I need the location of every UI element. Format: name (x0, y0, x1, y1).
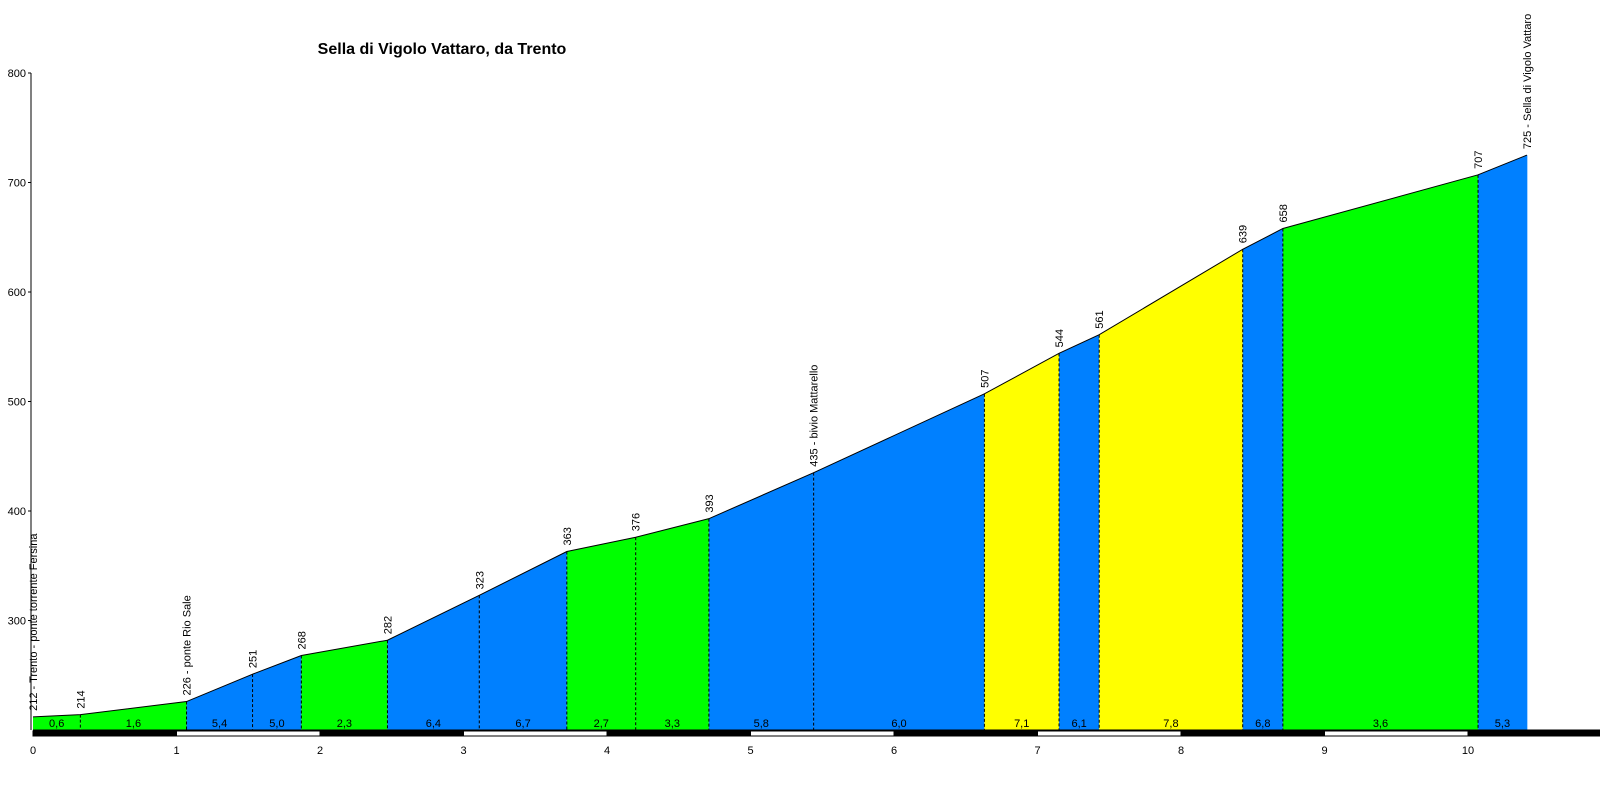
segment-area (33, 714, 81, 730)
km-scale-bar (319, 730, 464, 737)
segment-area (1478, 155, 1527, 730)
segment-area (387, 595, 480, 730)
km-scale-bar (750, 730, 895, 737)
gradient-label: 6,1 (1071, 718, 1086, 730)
point-label: 212 - Trento - ponte torrente Fersina (28, 533, 40, 711)
x-tick-labels: 0 1 2 3 4 5 6 7 8 9 10 (30, 745, 1474, 757)
segment-area (984, 353, 1060, 730)
km-scale-bar (1467, 730, 1600, 737)
gradient-label: 5,3 (1495, 718, 1510, 730)
gradient-label: 6,7 (515, 718, 530, 730)
segment-area (708, 472, 814, 730)
segment-area (1059, 334, 1100, 730)
x-tick-label: 0 (30, 745, 36, 757)
point-label: 507 (979, 369, 991, 387)
point-labels: 212 - Trento - ponte torrente Fersina 214… (28, 14, 1534, 711)
point-label: 376 (631, 513, 643, 531)
axes (28, 72, 1600, 737)
x-tick-label: 6 (891, 745, 897, 757)
km-scale-bar (893, 730, 1038, 737)
y-tick-label: 600 (8, 287, 26, 299)
point-label: 226 - ponte Rio Sale (182, 595, 194, 695)
profile-outline (32, 154, 1528, 718)
segment-area (479, 551, 567, 730)
point-label: 725 - Sella di Vigolo Vattaro (1522, 14, 1534, 149)
gradient-label: 5,8 (754, 718, 769, 730)
km-scale-bar (1180, 730, 1325, 737)
gradient-label: 2,7 (594, 718, 609, 730)
gradient-label: 2,3 (337, 718, 352, 730)
gradient-label: 7,8 (1163, 718, 1178, 730)
gradient-label: 0,6 (49, 718, 64, 730)
gradient-label: 3,6 (1373, 718, 1388, 730)
km-scale-bar (1324, 730, 1469, 737)
x-tick-label: 7 (1034, 745, 1040, 757)
segment-dividers (79, 155, 1528, 730)
segment-area (566, 537, 636, 730)
x-tick-label: 10 (1462, 745, 1474, 757)
point-label: 282 (382, 616, 394, 634)
x-tick-label: 2 (317, 745, 323, 757)
y-tick-label: 700 (8, 178, 26, 190)
profile-segments (33, 155, 1527, 731)
chart-title: Sella di Vigolo Vattaro, da Trento (318, 41, 567, 58)
segment-area (252, 655, 302, 730)
km-scale-bar (463, 730, 608, 737)
segment-area (1242, 228, 1283, 731)
point-label: 323 (474, 571, 486, 589)
gradient-labels: 0,6 1,6 5,4 5,0 2,3 6,4 6,7 2,7 3,3 5,8 6,0 7,1 6,1 7… (49, 718, 1510, 730)
x-tick-label: 4 (604, 745, 610, 757)
profile-line (32, 154, 1528, 718)
segment-area (1282, 174, 1479, 730)
gradient-label: 6,8 (1255, 718, 1270, 730)
point-label: 214 (75, 690, 87, 708)
point-label: 393 (704, 494, 716, 512)
point-label: 268 (296, 631, 308, 649)
point-label: 658 (1278, 204, 1290, 222)
x-tick-label: 9 (1321, 745, 1327, 757)
gradient-label: 7,1 (1014, 718, 1029, 730)
x-tick-label: 5 (747, 745, 753, 757)
gradient-label: 5,4 (212, 718, 227, 730)
y-tick-label: 400 (8, 506, 26, 518)
point-label: 707 (1473, 150, 1485, 168)
point-label: 435 - bivio Mattarello (809, 365, 821, 467)
y-tick-label: 500 (8, 397, 26, 409)
point-label: 363 (562, 527, 574, 545)
km-scale-bar (606, 730, 751, 737)
x-tick-label: 8 (1178, 745, 1184, 757)
segment-area (186, 674, 253, 730)
segment-area (1099, 249, 1243, 731)
gradient-label: 6,4 (426, 718, 441, 730)
segment-area (813, 393, 985, 730)
gradient-label: 1,6 (126, 718, 141, 730)
y-tick-label: 800 (8, 68, 26, 80)
km-scale-bar (32, 730, 177, 737)
km-scale-bar (176, 730, 321, 737)
x-tick-label: 1 (173, 745, 179, 757)
km-scale-bar (1037, 730, 1182, 737)
gradient-label: 5,0 (269, 718, 284, 730)
segment-area (301, 640, 388, 730)
y-tick-labels: 300 400 500 600 700 800 (8, 68, 26, 628)
point-label: 251 (248, 650, 260, 668)
y-tick-label: 300 (8, 616, 26, 628)
x-tick-label: 3 (460, 745, 466, 757)
gradient-label: 3,3 (665, 718, 680, 730)
gradient-label: 6,0 (891, 718, 906, 730)
segment-area (635, 518, 709, 730)
point-label: 639 (1238, 225, 1250, 243)
segment-area (80, 701, 187, 730)
point-label: 544 (1054, 329, 1066, 347)
point-label: 561 (1094, 310, 1106, 328)
